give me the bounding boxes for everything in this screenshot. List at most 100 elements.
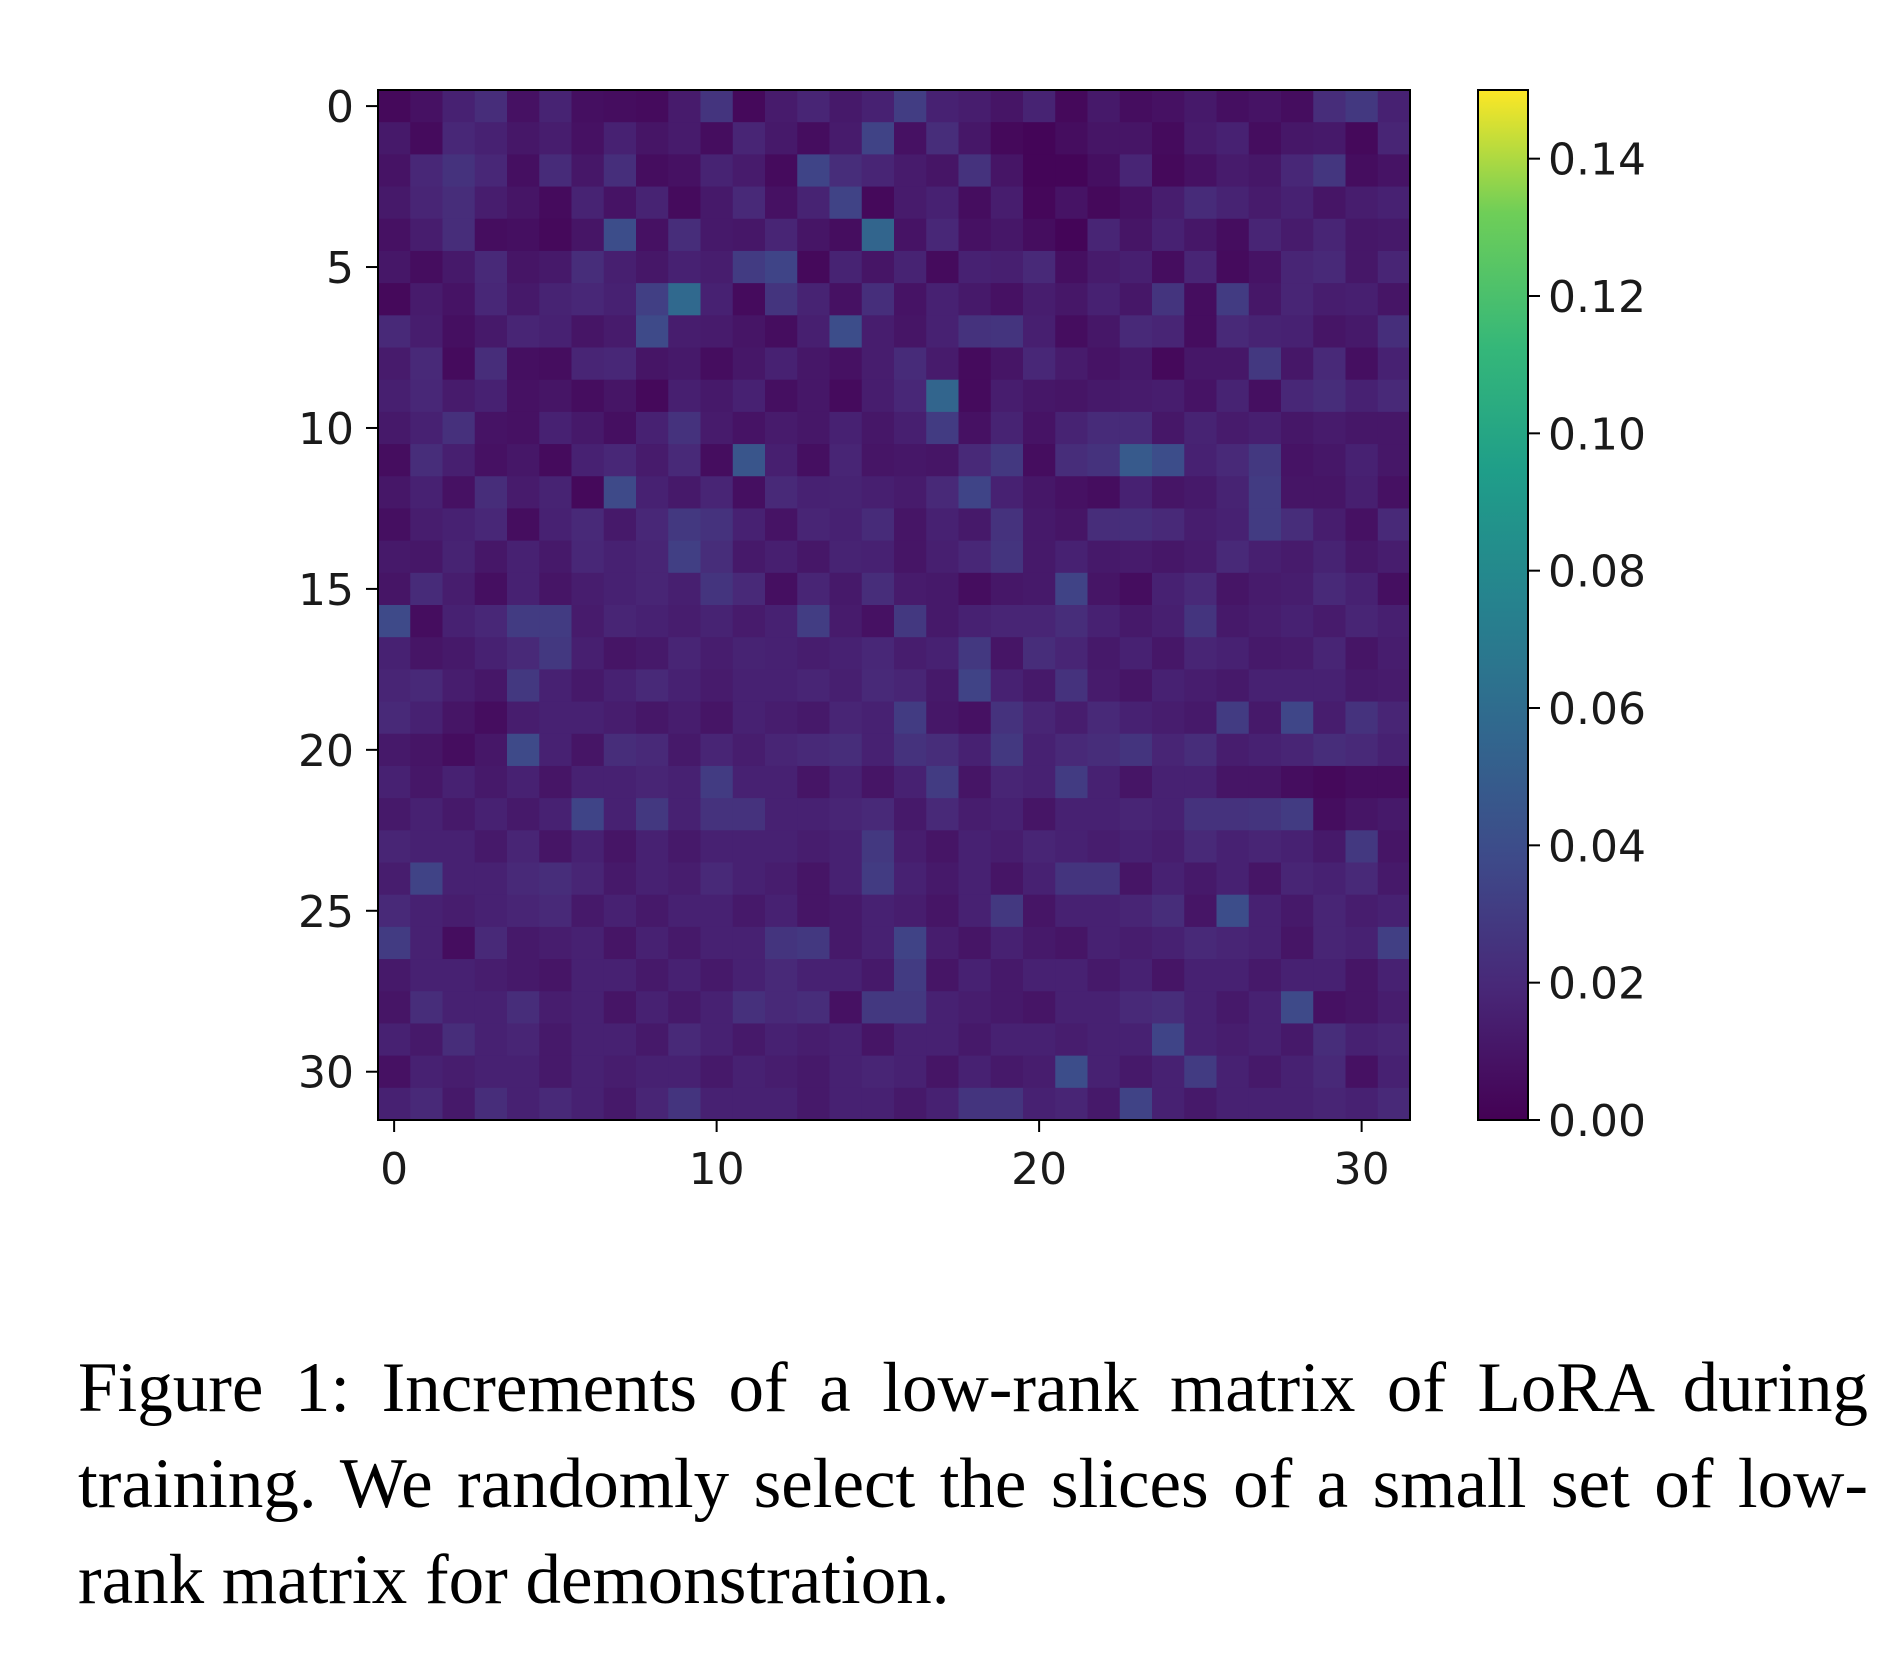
heatmap-cell [765, 926, 798, 960]
heatmap-cell [958, 830, 992, 864]
heatmap-cell [1184, 347, 1218, 381]
heatmap-cell [1023, 798, 1056, 831]
heatmap-cell [894, 540, 927, 574]
heatmap-cell [1119, 476, 1153, 510]
heatmap-cell [603, 379, 637, 413]
heatmap-cell [603, 508, 637, 542]
heatmap-cell [1216, 991, 1250, 1025]
heatmap-cell [571, 991, 605, 1025]
heatmap-cell [442, 926, 476, 960]
heatmap-cell [474, 572, 508, 606]
heatmap-cell [1087, 991, 1121, 1025]
heatmap-cell [1313, 444, 1347, 477]
heatmap-cell [1023, 347, 1056, 381]
heatmap-cell [410, 798, 444, 831]
heatmap-cell [829, 959, 863, 992]
heatmap-cell [1055, 862, 1089, 896]
heatmap-cell [410, 669, 444, 703]
heatmap-cell [636, 894, 669, 928]
heatmap-cell [829, 926, 863, 960]
heatmap-cell [1152, 1055, 1185, 1089]
heatmap-cell [1055, 186, 1089, 220]
heatmap-cell [732, 894, 766, 928]
heatmap-cell [1152, 765, 1185, 799]
heatmap-cell [474, 926, 508, 960]
heatmap-cell [797, 637, 831, 670]
heatmap-cell [668, 926, 702, 960]
heatmap-cell [668, 830, 702, 864]
heatmap-cell [1119, 637, 1153, 670]
heatmap-cell [765, 637, 798, 670]
heatmap-cell [1248, 379, 1282, 413]
heatmap-cell [474, 959, 508, 992]
heatmap-cell [636, 90, 669, 123]
heatmap-cell [1345, 186, 1379, 220]
heatmap-cell [1023, 315, 1056, 349]
heatmap-cell [700, 572, 734, 606]
heatmap-cell [797, 1023, 831, 1057]
heatmap-cell [926, 90, 960, 123]
heatmap-cell [668, 1087, 702, 1121]
heatmap-cell [1023, 250, 1056, 284]
heatmap-cell [1248, 894, 1282, 928]
heatmap-cell [1184, 283, 1218, 316]
heatmap-cell [1184, 959, 1218, 992]
heatmap-cell [636, 1023, 669, 1057]
heatmap-cell [474, 283, 508, 316]
heatmap-cell [797, 444, 831, 477]
heatmap-cell [1152, 154, 1185, 188]
heatmap-cell [797, 894, 831, 928]
heatmap-cell [1119, 122, 1153, 155]
heatmap-cell [1313, 572, 1347, 606]
heatmap-cell [571, 830, 605, 864]
heatmap-cell [829, 669, 863, 703]
heatmap-cell [700, 411, 734, 445]
heatmap-cell [507, 122, 540, 155]
heatmap-cell [474, 186, 508, 220]
colorbar-tick-label: 0.02 [1548, 959, 1646, 1010]
heatmap-cell [765, 90, 798, 123]
heatmap-cell [1216, 379, 1250, 413]
heatmap-cell [1248, 926, 1282, 960]
heatmap-cell [1377, 154, 1411, 188]
heatmap-cell [474, 476, 508, 510]
heatmap-cell [1248, 605, 1282, 638]
heatmap-cell [668, 637, 702, 670]
heatmap-cell [507, 733, 540, 767]
heatmap-cell [829, 508, 863, 542]
heatmap-cell [507, 315, 540, 349]
heatmap-cell [571, 669, 605, 703]
heatmap-cell [894, 1055, 927, 1089]
heatmap-cell [442, 605, 476, 638]
heatmap-cell [378, 894, 411, 928]
heatmap-cell [1377, 669, 1411, 703]
heatmap-cell [539, 701, 573, 735]
heatmap-cell [1216, 637, 1250, 670]
heatmap-cell [378, 1087, 411, 1121]
heatmap-cell [571, 926, 605, 960]
heatmap-cell [603, 605, 637, 638]
heatmap-cell [1152, 669, 1185, 703]
heatmap-cell [1345, 218, 1379, 252]
heatmap-cell [700, 218, 734, 252]
heatmap-cell [797, 540, 831, 574]
heatmap-cell [1216, 669, 1250, 703]
heatmap-cell [1313, 90, 1347, 123]
heatmap-cell [636, 411, 669, 445]
heatmap-cell [539, 508, 573, 542]
heatmap-cell [1087, 379, 1121, 413]
heatmap-cell [732, 701, 766, 735]
heatmap-cell [861, 991, 895, 1025]
heatmap-cell [378, 830, 411, 864]
heatmap-cell [990, 508, 1024, 542]
heatmap-cell [797, 1087, 831, 1121]
heatmap-cell [1281, 347, 1314, 381]
heatmap-cell [958, 379, 992, 413]
heatmap-cell [958, 572, 992, 606]
heatmap-cell [894, 637, 927, 670]
heatmap-cell [958, 991, 992, 1025]
heatmap-cell [1377, 1023, 1411, 1057]
heatmap-cell [603, 411, 637, 445]
heatmap-cell [636, 1055, 669, 1089]
heatmap-cell [603, 991, 637, 1025]
